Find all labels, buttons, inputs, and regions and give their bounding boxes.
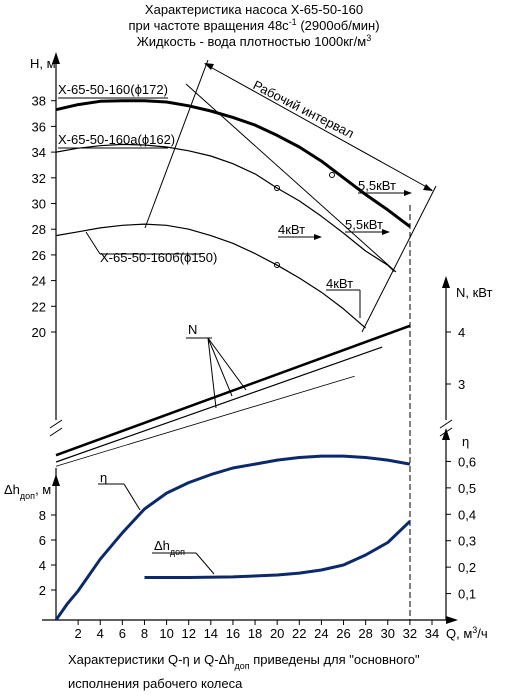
- x-axis-label-part: /ч: [477, 626, 487, 641]
- y-axis-label: H, м: [30, 56, 56, 71]
- caption: исполнения рабочего колеса: [68, 676, 243, 691]
- x-tick-label: 16: [226, 626, 240, 641]
- series-line: [55, 346, 383, 463]
- leaders: [98, 190, 412, 575]
- x-axis-label-part: Q, м: [446, 626, 472, 641]
- series-label-part: доп: [170, 547, 185, 557]
- caption-part: приведены для "основного": [250, 652, 420, 667]
- y-tick-label: 36: [32, 119, 46, 134]
- y-axis-label-part: , м: [35, 482, 51, 497]
- y-axis-label-part: Δh: [4, 482, 20, 497]
- chart-subtitle-part: Жидкость - вода плотностью 1000кг/м: [137, 34, 366, 49]
- x-tick-label: 10: [159, 626, 173, 641]
- series-label: η: [100, 470, 107, 485]
- y-tick-label: 24: [32, 274, 46, 289]
- y-tick-label: 34: [32, 145, 46, 160]
- y-tick-label: 20: [32, 325, 46, 340]
- y-tick-label: 8: [39, 508, 46, 523]
- y-tick-label: 26: [32, 248, 46, 263]
- y-tick-label: 28: [32, 222, 46, 237]
- series-line: [55, 324, 411, 457]
- y-tick-label: 6: [39, 533, 46, 548]
- x-tick-label: 8: [141, 626, 148, 641]
- series-label: Δhдоп: [154, 538, 185, 557]
- annotation: 5,5кВт: [345, 217, 383, 232]
- y-tick-label: 22: [32, 299, 46, 314]
- y-axis-label-part: доп: [20, 491, 35, 501]
- y-axis-label: Δhдоп, м: [4, 482, 51, 501]
- y-tick-label: 0,5: [458, 481, 476, 496]
- x-tick-label: 30: [381, 626, 395, 641]
- series-label: Х-65-50-160(ϕ172): [58, 82, 168, 97]
- x-tick-label: 12: [181, 626, 195, 641]
- x-tick-label: 14: [204, 626, 218, 641]
- x-axis-label-part: 3: [472, 625, 477, 635]
- x-tick-label: 32: [403, 626, 417, 641]
- chart-subtitle: Жидкость - вода плотностью 1000кг/м3: [137, 33, 371, 49]
- x-tick-label: 28: [358, 626, 372, 641]
- chart-title: Характеристика насоса Х-65-50-160: [145, 2, 363, 17]
- y-tick-label: 32: [32, 171, 46, 186]
- y2-axis-label: η: [462, 434, 469, 449]
- series-label-part: Δh: [154, 538, 170, 553]
- x-tick-label: 20: [270, 626, 284, 641]
- x-axis-label: Q, м3/ч: [446, 625, 488, 641]
- y-tick-label: 0,3: [458, 534, 476, 549]
- x-tick-label: 22: [292, 626, 306, 641]
- y-tick-label: 4: [458, 325, 465, 340]
- x-tick-label: 2: [75, 626, 82, 641]
- chart-subtitle: при частоте вращения 48с-1 (2900об/мин): [128, 17, 379, 33]
- series-line: [55, 375, 355, 467]
- x-tick-label: 34: [425, 626, 439, 641]
- y-tick-label: 0,4: [458, 507, 476, 522]
- chart-subtitle-part: -1: [289, 17, 297, 27]
- y-tick-label: 0,2: [458, 560, 476, 575]
- axes: [42, 52, 458, 624]
- annotation: N: [188, 322, 197, 337]
- series-line: [54, 454, 411, 621]
- y-tick-label: 38: [32, 94, 46, 109]
- x-tick-label: 24: [314, 626, 328, 641]
- caption: Характеристики Q-η и Q-Δhдоп приведены д…: [68, 652, 420, 671]
- y-tick-label: 30: [32, 197, 46, 212]
- chart-subtitle-part: (2900об/мин): [297, 18, 380, 33]
- series-line: [144, 520, 411, 579]
- caption-part: Характеристики Q-η и Q-Δh: [68, 652, 235, 667]
- y-tick-label: 2: [39, 583, 46, 598]
- y-axis-label: N, кВт: [456, 285, 493, 300]
- x-tick-label: 6: [119, 626, 126, 641]
- caption-part: доп: [235, 661, 250, 671]
- x-tick-label: 4: [97, 626, 104, 641]
- series-label: Х-65-50-160а(ϕ162): [58, 132, 175, 147]
- series-line: [55, 143, 395, 273]
- chart-subtitle-part: при частоте вращения 48с: [128, 18, 289, 33]
- chart-subtitle-part: 3: [366, 33, 371, 43]
- y-tick-label: 4: [39, 558, 46, 573]
- x-tick-label: 26: [336, 626, 350, 641]
- y-tick-label: 3: [458, 377, 465, 392]
- annotation: 5,5кВт: [358, 178, 396, 193]
- y-tick-label: 0,1: [458, 587, 476, 602]
- series-line: [55, 223, 366, 329]
- series-label: Х-65-50-160б(ϕ150): [100, 250, 217, 265]
- series-line: [55, 99, 411, 228]
- y-tick-label: 0,6: [458, 454, 476, 469]
- x-tick-label: 18: [248, 626, 262, 641]
- annotation: 4кВт: [278, 222, 305, 237]
- annotation: 4кВт: [326, 276, 353, 291]
